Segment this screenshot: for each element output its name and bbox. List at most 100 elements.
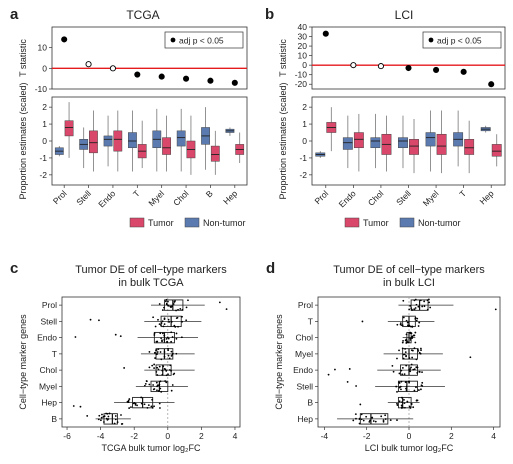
gene-point	[165, 381, 168, 384]
t-statistic-point	[158, 73, 165, 80]
gene-point	[410, 332, 413, 335]
gene-point	[156, 374, 159, 376]
gene-point	[411, 325, 414, 328]
gene-point	[396, 419, 398, 421]
outlier-point	[469, 356, 472, 359]
chart-subtitle: in bulk LCI	[383, 277, 435, 289]
gene-point	[405, 389, 408, 391]
gene-point	[148, 383, 151, 386]
gene-point	[413, 308, 416, 311]
gene-point	[167, 354, 170, 357]
gene-point	[155, 371, 158, 373]
legend-significant-label: adj p < 0.05	[437, 36, 482, 46]
gene-point	[358, 422, 361, 425]
gene-point	[411, 356, 414, 359]
y-tick-label: -10	[35, 84, 48, 94]
y-tick-label: 2	[302, 102, 307, 112]
gene-point	[403, 402, 406, 405]
gene-point	[179, 308, 182, 310]
gene-point	[416, 317, 419, 320]
legend-significant-label: adj p < 0.05	[179, 36, 224, 46]
gene-point	[418, 389, 420, 391]
gene-point	[414, 298, 417, 301]
gene-point	[401, 341, 404, 344]
outlier-point	[123, 367, 126, 369]
gene-point	[409, 407, 412, 409]
gene-point	[423, 300, 426, 303]
gene-point	[399, 323, 402, 326]
gene-point	[171, 352, 174, 355]
box-tumor	[491, 144, 502, 157]
legend-box	[164, 31, 244, 49]
gene-point	[402, 353, 405, 356]
t-statistic-point	[488, 81, 495, 88]
panel-letter: c	[10, 260, 18, 277]
gene-point	[380, 415, 383, 418]
gene-point	[419, 352, 422, 355]
panel-letter: a	[10, 6, 19, 23]
gene-point	[148, 366, 151, 369]
t-statistic-point	[183, 75, 190, 82]
gene-point	[417, 348, 419, 351]
x-tick-label: 2	[199, 431, 204, 441]
gene-point	[120, 414, 122, 416]
y-tick-label: B	[307, 398, 313, 408]
gene-point	[405, 342, 408, 344]
y-tick-label: T	[52, 349, 57, 359]
panel-letter: b	[265, 6, 274, 23]
gene-point	[355, 417, 357, 420]
gene-point	[105, 412, 108, 415]
gene-point	[158, 402, 161, 405]
gene-point	[152, 316, 155, 319]
gene-point	[421, 385, 424, 387]
legend-tumor-swatch	[129, 217, 145, 228]
gene-point	[167, 300, 169, 303]
gene-point	[401, 367, 404, 369]
y-tick-label: 10	[298, 51, 308, 61]
legend-nontumor-label: Non-tumor	[418, 218, 461, 228]
box-iqr	[397, 380, 418, 393]
y-tick-label: 40	[298, 22, 308, 32]
gene-point	[398, 382, 401, 384]
gene-point	[168, 321, 170, 323]
x-tick-label: Chol	[171, 188, 191, 208]
gene-point	[163, 323, 166, 326]
gene-point	[175, 317, 178, 320]
gene-point	[171, 336, 174, 338]
y-tick-label: Chol	[296, 333, 314, 343]
gene-point	[170, 350, 173, 353]
gene-point	[400, 380, 403, 383]
gene-point	[354, 413, 357, 416]
gene-point	[159, 351, 162, 353]
gene-point	[143, 403, 146, 406]
gene-point	[413, 389, 416, 392]
t-statistic-point	[377, 63, 384, 70]
gene-point	[155, 381, 158, 384]
t-statistic-point	[322, 30, 329, 37]
gene-point	[166, 336, 169, 339]
box-tumor	[464, 139, 475, 155]
gene-point	[402, 339, 404, 342]
gene-point	[404, 347, 407, 350]
x-tick-label: T	[457, 188, 468, 199]
gene-point	[399, 322, 402, 325]
outlier-point	[98, 319, 100, 322]
gene-point	[113, 422, 116, 425]
gene-point	[396, 323, 399, 326]
gene-point	[167, 349, 170, 352]
box-tumor	[89, 130, 98, 154]
gene-point	[413, 299, 416, 302]
gene-point	[161, 320, 164, 323]
outlier-point	[327, 373, 330, 376]
box-iqr	[402, 348, 418, 360]
gene-point	[151, 364, 154, 367]
panel-frame	[61, 296, 241, 428]
gene-point	[163, 338, 166, 341]
gene-point	[100, 416, 103, 419]
gene-point	[156, 353, 159, 355]
x-tick-label: 4	[233, 431, 238, 441]
gene-point	[365, 415, 368, 418]
gene-point	[426, 299, 429, 302]
gene-point	[165, 298, 168, 301]
